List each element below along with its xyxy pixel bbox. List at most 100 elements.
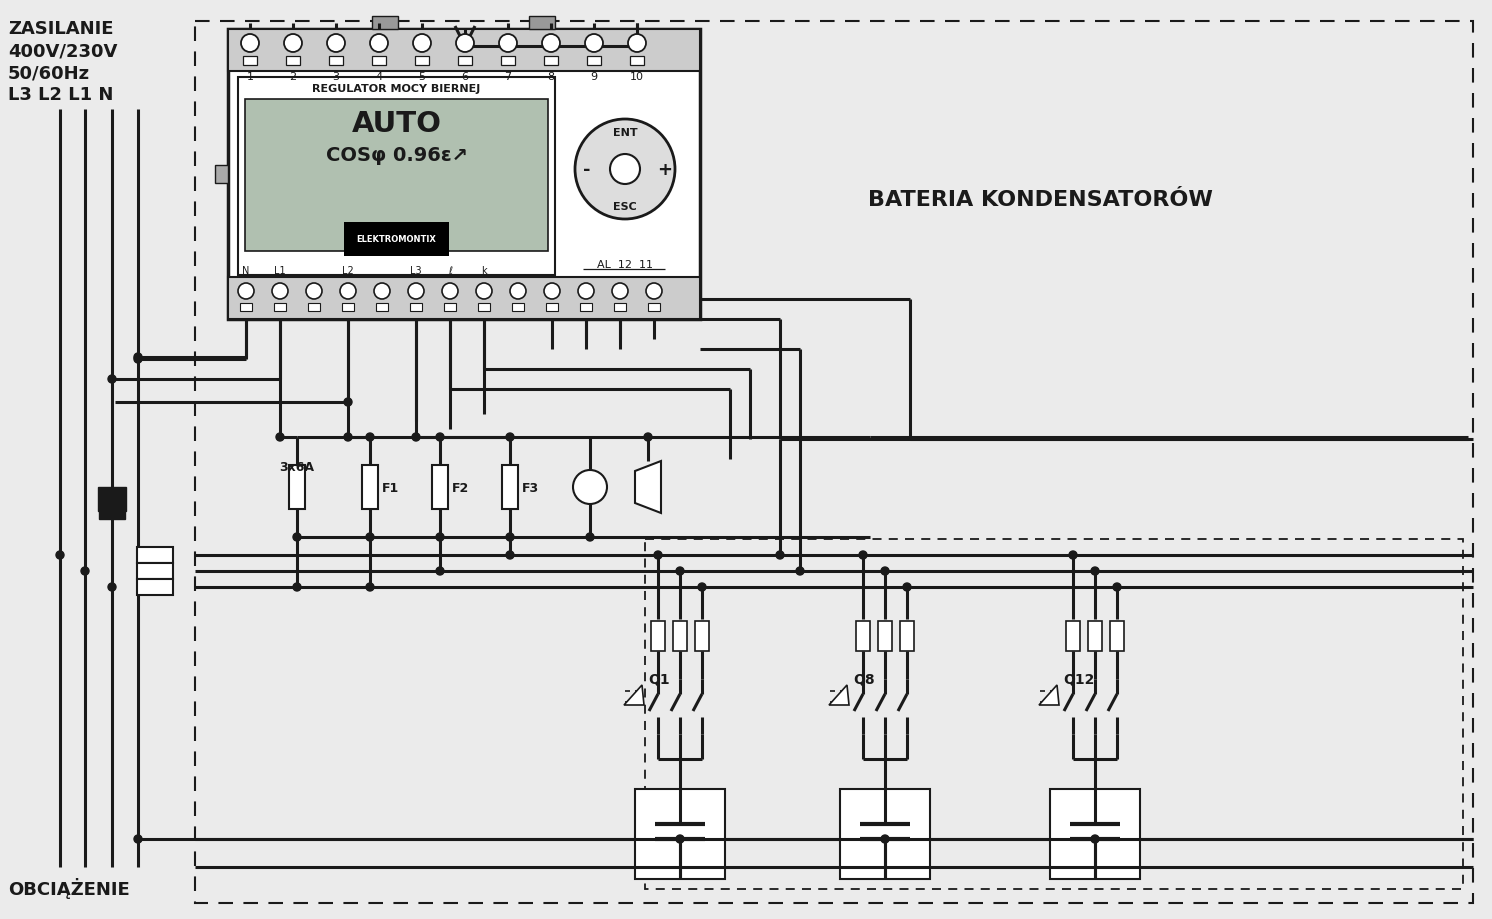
Circle shape [903, 584, 912, 591]
Bar [228, 30, 700, 320]
Circle shape [374, 284, 389, 300]
Bar [840, 789, 930, 879]
Bar [372, 57, 386, 66]
Text: F3: F3 [522, 481, 539, 494]
Text: F1: F1 [382, 481, 400, 494]
Bar [137, 563, 173, 579]
Circle shape [510, 284, 527, 300]
Bar [98, 487, 125, 512]
Text: Q1: Q1 [648, 673, 670, 686]
Circle shape [442, 284, 458, 300]
Text: COSφ 0.96ε↗: COSφ 0.96ε↗ [325, 146, 467, 165]
Text: k: k [482, 266, 486, 276]
Text: AUTO: AUTO [352, 110, 442, 138]
Text: L3: L3 [410, 266, 422, 276]
Circle shape [134, 354, 142, 361]
Polygon shape [830, 686, 849, 705]
Text: 3x6A: 3x6A [279, 460, 315, 473]
Bar [877, 621, 892, 652]
Circle shape [306, 284, 322, 300]
Circle shape [1091, 567, 1100, 575]
Bar [433, 466, 448, 509]
Circle shape [676, 567, 683, 575]
Bar [330, 57, 343, 66]
Text: BATERIA KONDENSATORÓW: BATERIA KONDENSATORÓW [867, 190, 1213, 210]
Circle shape [366, 533, 374, 541]
Circle shape [476, 284, 492, 300]
Circle shape [57, 551, 64, 560]
Circle shape [436, 434, 445, 441]
Bar [900, 621, 915, 652]
Text: ESC: ESC [613, 202, 637, 211]
Text: 1: 1 [246, 72, 254, 82]
Text: REGULATOR MOCY BIERNEJ: REGULATOR MOCY BIERNEJ [312, 84, 480, 94]
Circle shape [327, 35, 345, 53]
Text: 6: 6 [461, 72, 468, 82]
Circle shape [542, 35, 560, 53]
Text: ENT: ENT [613, 128, 637, 138]
Bar [376, 303, 388, 312]
Circle shape [457, 35, 474, 53]
Bar [636, 789, 725, 879]
Circle shape [283, 35, 301, 53]
Polygon shape [1038, 686, 1059, 705]
Bar [275, 303, 286, 312]
Text: F2: F2 [452, 481, 470, 494]
Bar [645, 539, 1464, 889]
Bar [1110, 621, 1123, 652]
Circle shape [340, 284, 357, 300]
Circle shape [345, 399, 352, 406]
Bar [501, 57, 515, 66]
Circle shape [412, 434, 421, 441]
Text: N: N [242, 266, 249, 276]
Circle shape [107, 584, 116, 591]
Text: 8: 8 [548, 72, 555, 82]
Polygon shape [636, 461, 661, 514]
Bar [239, 78, 555, 276]
Text: 5: 5 [418, 72, 425, 82]
Text: +: + [658, 161, 673, 179]
Circle shape [574, 119, 674, 220]
Circle shape [276, 434, 283, 441]
Bar [195, 22, 1473, 903]
Bar [615, 303, 627, 312]
Circle shape [573, 471, 607, 505]
Text: L2: L2 [342, 266, 354, 276]
Circle shape [1091, 835, 1100, 843]
Circle shape [345, 434, 352, 441]
Bar [458, 57, 471, 66]
Circle shape [407, 284, 424, 300]
Circle shape [506, 533, 515, 541]
Circle shape [698, 584, 706, 591]
Text: 50/60Hz: 50/60Hz [7, 64, 90, 82]
Bar [228, 278, 700, 320]
Bar [240, 303, 252, 312]
Circle shape [776, 551, 783, 560]
Circle shape [498, 35, 518, 53]
Circle shape [366, 584, 374, 591]
Bar [445, 303, 457, 312]
Bar [289, 466, 304, 509]
Bar [98, 490, 125, 519]
Text: Q12: Q12 [1062, 673, 1094, 686]
Bar [372, 17, 398, 30]
Bar [410, 303, 422, 312]
Circle shape [506, 434, 515, 441]
Circle shape [81, 567, 90, 575]
Bar [545, 57, 558, 66]
Text: 9: 9 [591, 72, 598, 82]
Bar [630, 57, 645, 66]
Bar [137, 579, 173, 596]
Circle shape [880, 567, 889, 575]
Bar [512, 303, 524, 312]
Circle shape [797, 567, 804, 575]
Circle shape [366, 434, 374, 441]
Circle shape [612, 284, 628, 300]
Circle shape [653, 551, 662, 560]
Text: ELEKTROMONTIX: ELEKTROMONTIX [357, 234, 437, 244]
Circle shape [134, 356, 142, 364]
Bar [546, 303, 558, 312]
Circle shape [628, 35, 646, 53]
Bar [415, 57, 430, 66]
Bar [530, 17, 555, 30]
